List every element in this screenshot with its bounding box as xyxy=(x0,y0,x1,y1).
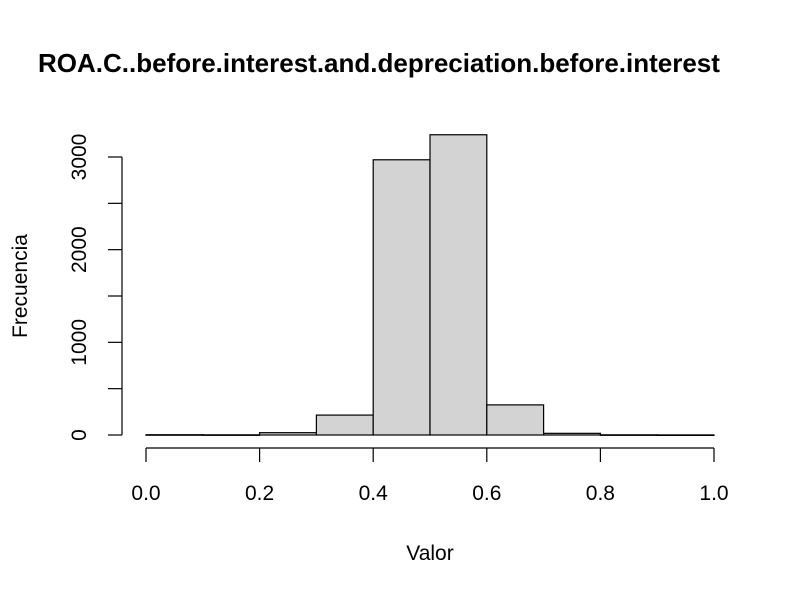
y-tick-label: 2000 xyxy=(68,226,91,273)
histogram-bar xyxy=(145,434,204,436)
histogram-bar xyxy=(542,432,601,436)
y-tick-label: 1000 xyxy=(68,319,91,366)
y-tick-label: 3000 xyxy=(68,134,91,181)
histogram-bar xyxy=(656,434,715,437)
x-tick-label: 1.0 xyxy=(699,482,728,505)
x-axis: 0.0 0.2 0.4 0.6 0.8 1.0 xyxy=(131,447,729,505)
histogram-bar xyxy=(599,434,658,436)
histogram-bar xyxy=(429,134,488,436)
histogram-bar xyxy=(486,404,545,436)
y-tick-label: 0 xyxy=(68,429,91,441)
histogram-bar xyxy=(259,432,318,436)
y-axis-label: Frecuencia xyxy=(9,234,32,338)
histogram-bar xyxy=(315,414,374,436)
x-tick-label: 0.8 xyxy=(586,482,615,505)
x-tick-label: 0.6 xyxy=(472,482,501,505)
y-axis: 0 1000 2000 3000 xyxy=(68,134,123,441)
histogram-bar xyxy=(202,434,261,436)
x-tick-label: 0.0 xyxy=(131,482,160,505)
x-tick-label: 0.2 xyxy=(245,482,274,505)
chart-title: ROA.C..before.interest.and.depreciation.… xyxy=(38,48,720,78)
x-axis-label: Valor xyxy=(406,542,453,565)
bars-group xyxy=(145,134,715,437)
x-tick-label: 0.4 xyxy=(359,482,389,505)
histogram-bar xyxy=(372,159,431,436)
